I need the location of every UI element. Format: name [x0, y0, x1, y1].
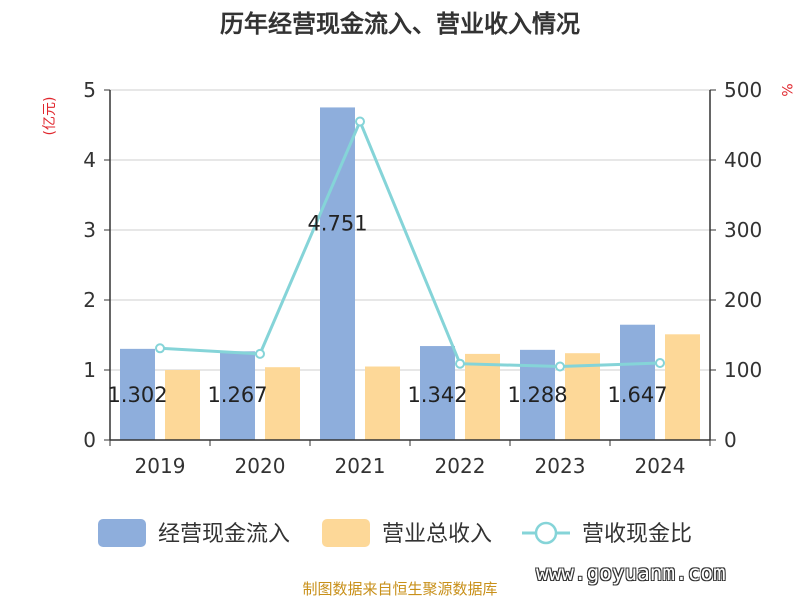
legend-label: 营收现金比 — [582, 522, 692, 547]
left-axis-unit: (亿元) — [42, 97, 58, 136]
ratio-point — [655, 358, 665, 368]
data-label: 4.751 — [307, 211, 367, 235]
legend-swatch-revenue — [322, 519, 370, 547]
bar-cash-inflow — [120, 348, 155, 440]
right-tick-label: 300 — [724, 218, 762, 242]
legend-label: 营业总收入 — [382, 522, 492, 547]
data-label: 1.342 — [407, 383, 467, 407]
axes-layer: 0 1 2 3 4 5 0 100 200 300 400 500 2019 2020 2021 2022 20… — [83, 78, 762, 478]
ratio-point — [255, 348, 265, 359]
watermark: www.goyuanm.com — [536, 561, 726, 585]
data-label: 1.647 — [607, 383, 667, 407]
legend-swatch-cash-inflow — [98, 519, 146, 547]
right-tick-label: 100 — [724, 358, 762, 382]
legend: 经营现金流入 营业总收入 营收现金比 — [98, 519, 692, 547]
ratio-point — [455, 358, 465, 369]
gridlines — [110, 89, 710, 371]
left-tick-label: 1 — [83, 358, 96, 382]
x-tick-label: 2019 — [135, 454, 186, 478]
bar-revenue — [365, 366, 400, 440]
ratio-line-layer — [155, 116, 665, 372]
right-tick-label: 200 — [724, 288, 762, 312]
legend-marker-icon — [534, 521, 558, 545]
left-tick-label: 3 — [83, 218, 96, 242]
x-tick-label: 2023 — [535, 454, 586, 478]
bar-cash-inflow — [620, 324, 655, 440]
bar-revenue — [265, 367, 300, 440]
left-tick-label: 0 — [83, 428, 96, 452]
bar-revenue — [565, 353, 600, 440]
data-labels-layer: 1.302 1.267 4.751 1.342 1.288 1.647 — [107, 211, 667, 407]
bar-cash-inflow — [220, 351, 255, 440]
left-tick-label: 2 — [83, 288, 96, 312]
chart-title: 历年经营现金流入、营业收入情况 — [220, 10, 580, 38]
data-label: 1.302 — [107, 383, 167, 407]
ratio-point — [155, 343, 165, 354]
x-tick-label: 2024 — [635, 454, 686, 478]
bar-cash-inflow — [320, 107, 355, 441]
right-tick-label: 400 — [724, 148, 762, 172]
bar-revenue — [465, 353, 500, 440]
x-tick-label: 2020 — [235, 454, 286, 478]
left-tick-label: 5 — [83, 78, 96, 102]
legend-label: 经营现金流入 — [158, 522, 290, 547]
bar-cash-inflow — [420, 346, 455, 440]
bar-revenue — [165, 370, 200, 440]
ratio-point — [555, 361, 565, 372]
data-label: 1.288 — [507, 383, 567, 407]
x-tick-label: 2021 — [335, 454, 386, 478]
left-tick-label: 4 — [83, 148, 96, 172]
ratio-line — [159, 117, 661, 369]
x-tick-label: 2022 — [435, 454, 486, 478]
right-axis-unit: % — [778, 83, 794, 96]
data-label: 1.267 — [207, 383, 267, 407]
right-tick-label: 0 — [724, 428, 737, 452]
ratio-point — [355, 116, 365, 127]
bars-layer — [120, 107, 700, 441]
source-note: 制图数据来自恒生聚源数据库 — [302, 580, 498, 598]
right-tick-label: 500 — [724, 78, 762, 102]
bar-revenue — [665, 334, 700, 440]
